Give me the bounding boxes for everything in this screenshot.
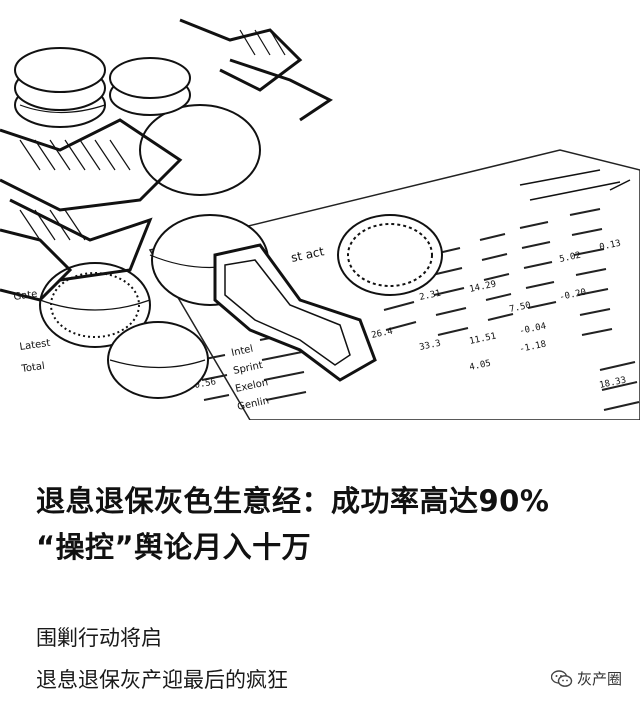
- svg-text:5.02: 5.02: [559, 251, 582, 265]
- svg-text:7.50: 7.50: [509, 301, 532, 315]
- brand-watermark: 灰产圈: [550, 668, 622, 689]
- wechat-bubble-icon: [550, 669, 573, 687]
- subtitle-line-1: 围剿行动将启: [36, 626, 162, 650]
- svg-text:26.4: 26.4: [371, 327, 394, 341]
- svg-text:st act: st act: [290, 244, 326, 265]
- article-headline: 退息退保灰色生意经：成功率高达90% “操控”舆论月入十万: [36, 478, 626, 570]
- clip-hatch: [19, 29, 286, 241]
- newspaper-words: st act Intel Sprint Exelon Genlin Gate L…: [13, 244, 326, 413]
- svg-text:Latest: Latest: [19, 338, 51, 353]
- svg-text:4.05: 4.05: [469, 359, 492, 373]
- newspaper-columns: [199, 208, 640, 411]
- bottle-clip: [213, 243, 377, 382]
- svg-text:33.3: 33.3: [419, 339, 442, 353]
- metal-clips: [0, 18, 333, 302]
- headline-line-1: 退息退保灰色生意经：成功率高达90%: [36, 484, 550, 518]
- hero-image: st act Intel Sprint Exelon Genlin Gate L…: [0, 18, 640, 420]
- svg-text:0.13: 0.13: [599, 239, 622, 253]
- svg-text:Total: Total: [20, 361, 46, 375]
- svg-text:Intel: Intel: [230, 344, 254, 359]
- headline-line-2: “操控”舆论月入十万: [36, 530, 312, 564]
- svg-text:2.31: 2.31: [419, 289, 442, 303]
- coins-newspaper-illustration: st act Intel Sprint Exelon Genlin Gate L…: [0, 18, 640, 420]
- coins: [14, 47, 443, 399]
- brand-name: 灰产圈: [576, 670, 622, 688]
- newspaper-edge: [519, 169, 631, 201]
- subtitle-line-2: 退息退保灰产迎最后的疯狂: [36, 668, 288, 692]
